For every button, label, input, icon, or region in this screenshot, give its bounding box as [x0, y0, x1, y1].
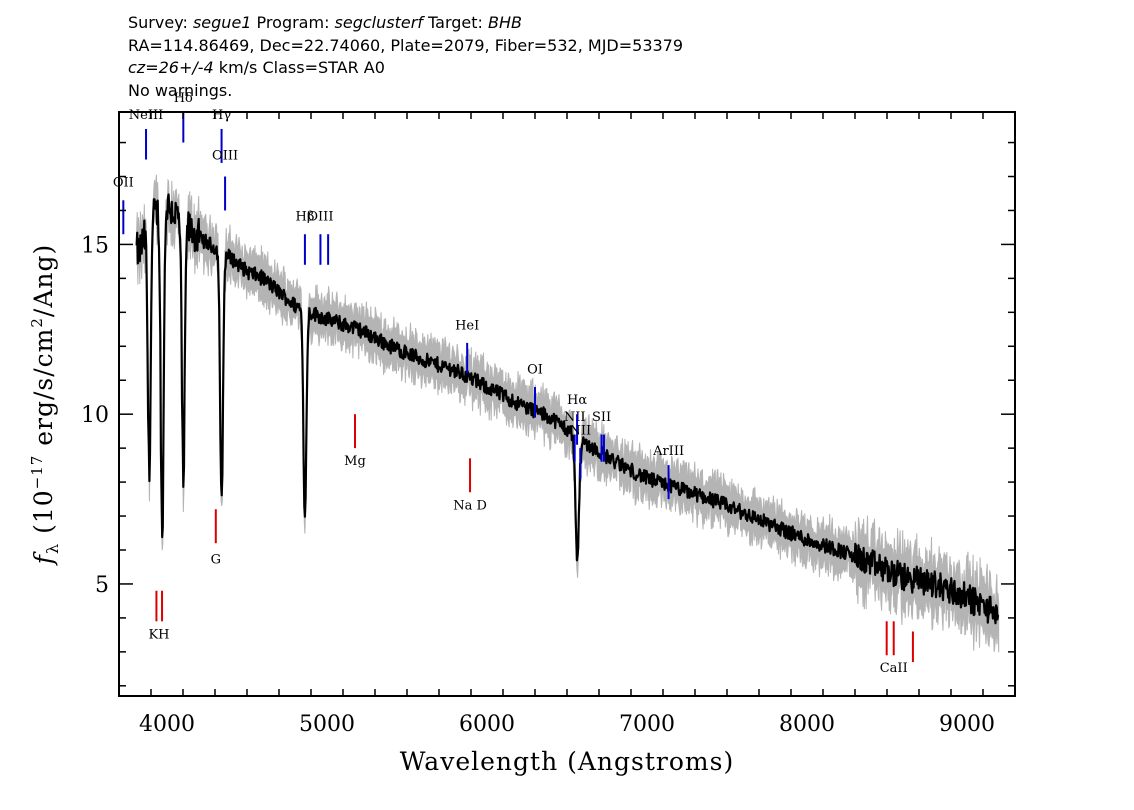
x-axis-title: Wavelength (Angstroms)	[400, 747, 734, 776]
program-value: segclusterf	[334, 13, 423, 32]
emission-label-hα: Hα	[567, 393, 587, 408]
target-value: BHB	[488, 13, 522, 32]
emission-label-oiii: OIII	[307, 210, 333, 225]
class-text: km/s Class=STAR A0	[213, 58, 385, 77]
absorption-label-mg: Mg	[344, 454, 366, 469]
program-label: Program:	[251, 13, 335, 32]
survey-label: Survey:	[128, 13, 193, 32]
y-tick-label: 10	[81, 403, 109, 428]
y-axis-title: fλ (10−17 erg/s/cm2/Ang)	[28, 244, 62, 567]
emission-label-hei: HeI	[455, 318, 479, 333]
absorption-label-caii: CaII	[880, 661, 908, 676]
tick-layer: 4000 5000 6000 7000 8000 9000 5 10 15	[81, 112, 1016, 737]
header-line-3: cz=26+/-4 km/s Class=STAR A0	[128, 57, 683, 80]
emission-label-neiii: NeIII	[129, 108, 163, 123]
emission-label-hδ: Hδ	[174, 91, 193, 106]
absorption-label-kh: KH	[148, 627, 169, 642]
x-tick-label: 7000	[619, 712, 675, 737]
x-tick-label: 9000	[939, 712, 995, 737]
emission-label-oiii: OIII	[212, 149, 238, 164]
header-line-2: RA=114.86469, Dec=22.74060, Plate=2079, …	[128, 35, 684, 55]
x-tick-label: 8000	[779, 712, 835, 737]
emission-label-hβ: Hβ	[295, 210, 314, 225]
flux-series-line	[135, 193, 1000, 625]
absorption-label-g: G	[211, 553, 221, 568]
emission-label-oi: OI	[527, 362, 543, 377]
header-line-1: Survey: segue1 Program: segclusterf Targ…	[128, 12, 683, 35]
emission-label-oii: OII	[113, 176, 134, 191]
y-tick-label: 5	[95, 573, 109, 598]
x-tick-label: 6000	[459, 712, 515, 737]
header-line-4: No warnings.	[128, 80, 233, 100]
emission-label-nii: NII	[564, 410, 586, 425]
survey-value: segue1	[192, 13, 252, 32]
flux-layer	[135, 193, 1000, 625]
target-label: Target:	[422, 13, 488, 32]
line-marker-layer: OIINeIIIHδHγOIIIHβOIIIHeIOINIIHαNIISIIAr…	[113, 91, 914, 676]
y-tick-label: 15	[81, 233, 109, 258]
x-tick-label: 5000	[299, 712, 355, 737]
spectrum-header: Survey: segue1 Program: segclusterf Targ…	[128, 12, 683, 102]
x-tick-label: 4000	[139, 712, 195, 737]
emission-label-ariii: ArIII	[652, 444, 684, 459]
emission-label-sii: SII	[592, 410, 611, 425]
emission-label-nii: NII	[569, 424, 591, 439]
absorption-label-na-d: Na D	[453, 498, 487, 513]
redshift-value: cz=26+/-4	[128, 58, 214, 77]
